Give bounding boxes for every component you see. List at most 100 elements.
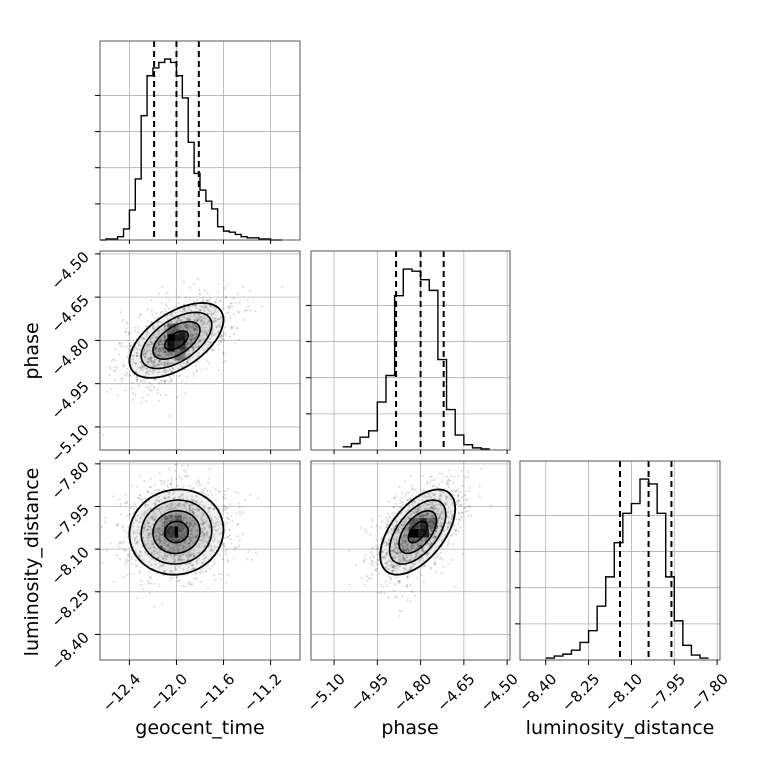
sample-point: [429, 543, 433, 546]
y-tick-label-luminosity-distance-0: −8.40: [48, 629, 93, 674]
sample-point: [163, 338, 166, 341]
sample-point: [424, 525, 427, 528]
sample-point: [418, 558, 422, 562]
sample-point: [147, 542, 150, 545]
sample-point: [227, 560, 230, 563]
sample-point: [164, 516, 167, 519]
sample-point: [192, 334, 195, 337]
sample-point: [405, 559, 408, 562]
sample-point: [410, 566, 413, 569]
sample-point: [423, 514, 426, 517]
sample-point: [417, 508, 420, 511]
sample-point: [139, 344, 142, 347]
sample-point: [188, 583, 191, 586]
sample-point: [415, 509, 418, 512]
sample-point: [391, 512, 394, 515]
sample-point: [215, 310, 218, 314]
sample-point: [158, 360, 161, 363]
sample-point: [215, 521, 218, 525]
sample-point: [175, 343, 178, 346]
sample-point: [212, 535, 215, 539]
sample-point: [404, 545, 407, 548]
sample-point: [185, 554, 188, 557]
sample-point: [140, 514, 143, 517]
sample-point: [189, 524, 192, 527]
sample-point: [414, 507, 417, 510]
sample-point: [177, 340, 180, 343]
sample-point: [182, 519, 185, 522]
sample-point: [203, 526, 206, 530]
sample-point: [416, 533, 419, 536]
sample-point: [421, 547, 424, 550]
sample-point: [199, 571, 202, 575]
sample-point: [401, 555, 405, 558]
sample-point: [177, 338, 181, 341]
sample-point: [217, 369, 220, 372]
sample-point: [418, 518, 422, 521]
sample-point: [201, 520, 205, 523]
sample-point: [203, 314, 206, 317]
sample-point: [189, 538, 192, 542]
sample-point: [213, 563, 216, 566]
sample-point: [198, 571, 201, 574]
sample-point: [168, 343, 171, 346]
sample-point: [393, 548, 396, 551]
sample-point: [205, 298, 208, 301]
sample-point: [189, 314, 192, 317]
sample-point: [163, 506, 167, 509]
sample-point: [377, 546, 380, 549]
sample-point: [179, 545, 182, 548]
sample-point: [188, 343, 191, 346]
sample-point: [384, 580, 387, 583]
sample-point: [178, 535, 181, 538]
sample-point: [131, 381, 134, 384]
sample-point: [159, 349, 162, 352]
sample-point: [459, 456, 461, 458]
sample-point: [410, 537, 413, 540]
sample-point: [164, 380, 167, 383]
sample-point: [409, 513, 412, 516]
sample-point: [224, 529, 227, 532]
sample-point: [171, 538, 174, 541]
sample-point: [122, 362, 125, 365]
sample-point: [407, 491, 410, 494]
sample-point: [126, 573, 129, 576]
sample-point: [145, 371, 148, 374]
sample-point: [182, 468, 185, 471]
sample-point: [392, 589, 395, 593]
sample-point: [117, 353, 121, 356]
sample-point: [126, 501, 129, 504]
sample-point: [429, 519, 432, 522]
sample-point: [141, 396, 144, 399]
sample-point: [175, 333, 178, 336]
sample-point: [422, 528, 425, 531]
sample-point: [149, 339, 152, 342]
sample-point: [411, 538, 414, 541]
sample-point: [160, 349, 163, 353]
sample-point: [414, 511, 417, 515]
sample-point: [188, 506, 191, 509]
sample-point: [149, 338, 152, 341]
sample-point: [192, 300, 195, 303]
sample-point: [181, 527, 185, 530]
sample-point: [394, 546, 397, 549]
sample-point: [201, 511, 204, 514]
sample-point: [196, 514, 199, 517]
sample-point: [174, 564, 177, 567]
sample-point: [203, 522, 206, 525]
sample-point: [403, 520, 406, 524]
sample-point: [430, 537, 433, 540]
sample-point: [124, 331, 127, 334]
sample-point: [178, 529, 181, 532]
sample-point: [167, 339, 170, 342]
sample-point: [121, 345, 124, 348]
sample-point: [208, 324, 211, 327]
sample-point: [102, 434, 105, 437]
sample-point: [423, 514, 427, 517]
sample-point: [179, 340, 182, 343]
sample-point: [186, 475, 190, 478]
sample-point: [412, 523, 415, 526]
sample-point: [212, 316, 215, 320]
sample-point: [158, 343, 161, 346]
sample-point: [385, 552, 388, 555]
